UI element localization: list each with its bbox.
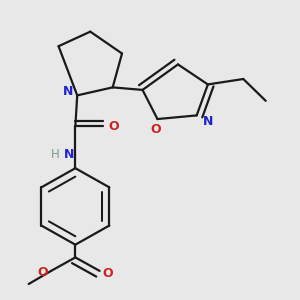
Text: O: O bbox=[109, 120, 119, 133]
Text: O: O bbox=[38, 266, 48, 279]
Text: O: O bbox=[103, 267, 113, 280]
Text: H: H bbox=[50, 148, 59, 161]
Text: O: O bbox=[150, 123, 161, 136]
Text: N: N bbox=[203, 116, 213, 128]
Text: N: N bbox=[63, 85, 73, 98]
Text: N: N bbox=[63, 148, 74, 161]
